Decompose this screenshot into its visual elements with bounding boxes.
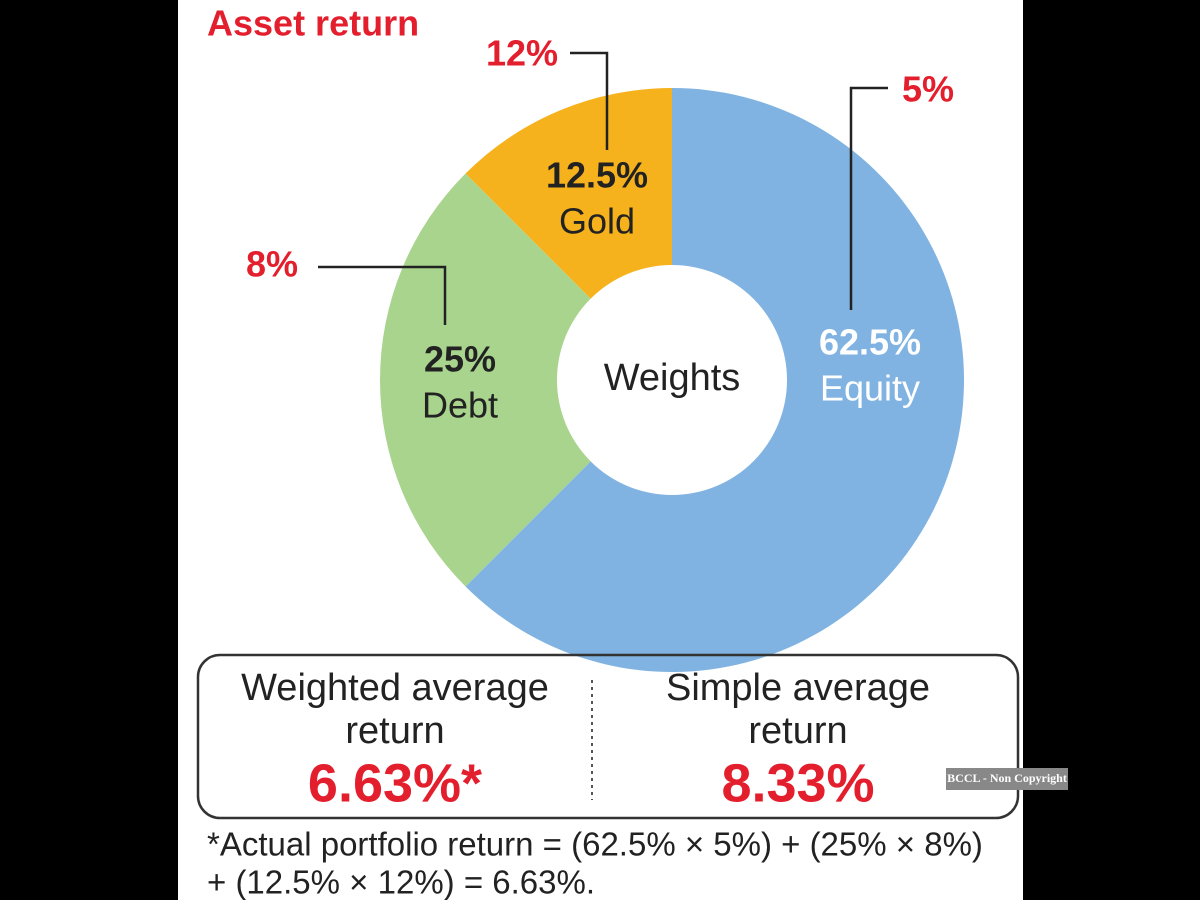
slice-value-label: 62.5% <box>819 322 921 363</box>
footnote: + (12.5% × 12%) = 6.63%. <box>207 864 595 900</box>
summary-value: 6.63%* <box>308 753 482 813</box>
summary-label: Weighted average <box>241 667 549 709</box>
leader-line <box>849 86 888 310</box>
leader-line <box>570 51 609 150</box>
leader-line <box>318 265 447 325</box>
slice-category-label: Debt <box>422 385 498 426</box>
slice-value-label: 25% <box>424 339 496 380</box>
slice-category-label: Gold <box>559 201 635 242</box>
summary-label: return <box>345 710 444 752</box>
slice <box>380 173 672 587</box>
center-label: Weights <box>604 357 741 399</box>
return-label: 12% <box>486 33 558 74</box>
footnote: *Actual portfolio return = (62.5% × 5%) … <box>207 826 983 863</box>
return-label: 8% <box>246 244 298 285</box>
watermark-bg <box>946 768 1068 790</box>
summary-label: return <box>748 710 847 752</box>
summary-box <box>196 653 1020 820</box>
summary-value: 8.33% <box>721 753 874 813</box>
summary-label: Simple average <box>666 667 930 709</box>
donut-hole <box>557 265 787 495</box>
slice-value-label: 12.5% <box>546 155 648 196</box>
slice-category-label: Equity <box>820 368 920 409</box>
chart-title: Asset return <box>207 3 419 44</box>
watermark: BCCL - Non Copyright <box>947 771 1067 785</box>
return-label: 5% <box>902 69 954 110</box>
